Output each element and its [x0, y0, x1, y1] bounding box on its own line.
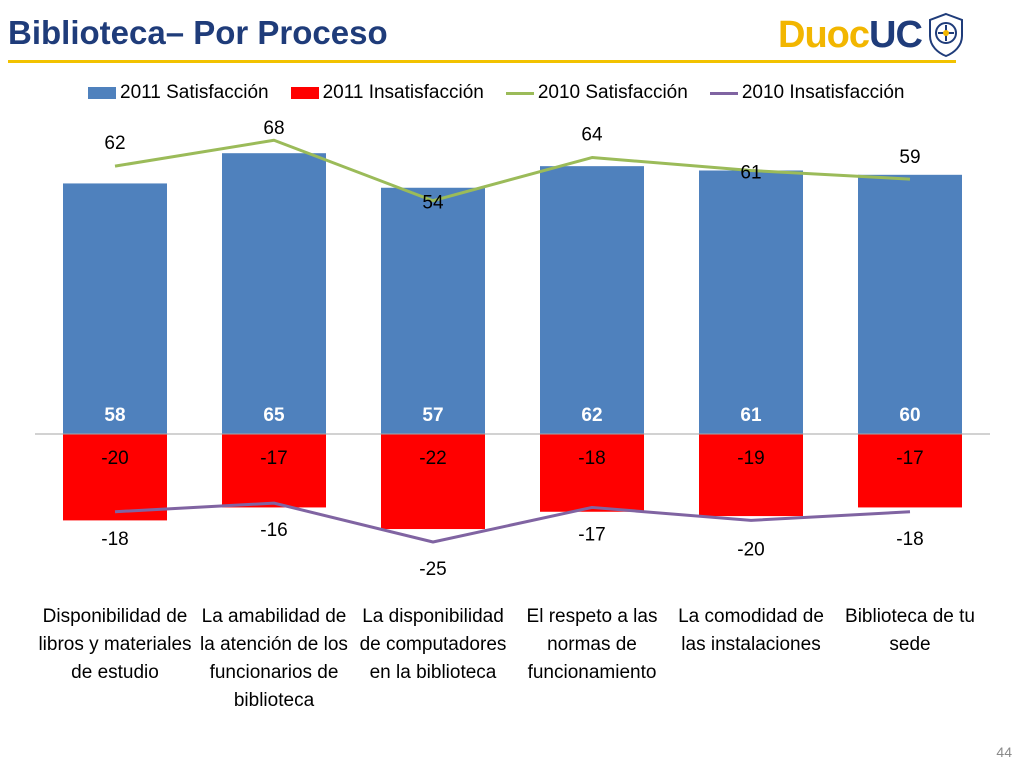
legend-label: 2011 Insatisfacción [322, 82, 484, 103]
category-label-3: La disponibilidad de computadores en la … [359, 606, 507, 683]
category-label-5: La comodidad de las instalaciones [678, 606, 824, 655]
legend-item-2010-insatisfaccion: 2010 Insatisfacción [709, 82, 905, 104]
title-underline [8, 60, 956, 63]
chart-legend: 2011 Satisfacción 2011 Insatisfacción 20… [88, 82, 905, 104]
line-2010-satisfaccion [114, 138, 911, 203]
legend-item-2010-satisfaccion: 2010 Satisfacción [505, 82, 688, 104]
bar-2011-satisfaccion-6 [858, 174, 962, 435]
data-label-2011-insatisfaccion: -22 [419, 448, 446, 469]
data-label-2011-satisfaccion: 57 [422, 405, 443, 426]
bar-2011-satisfaccion-4 [540, 166, 644, 434]
duoc-uc-logo: Duoc UC [778, 10, 966, 60]
bar-2011-insatisfaccion-2 [222, 434, 326, 508]
bar-2011-satisfaccion-1 [63, 183, 167, 434]
logo-uc-text: UC [869, 13, 923, 56]
data-label-2011-insatisfaccion: -17 [260, 448, 287, 469]
bar-2011-insatisfaccion-4 [540, 434, 644, 512]
legend-swatch-blue [88, 87, 116, 99]
data-label-2011-insatisfaccion: -20 [101, 448, 128, 469]
data-label-2010-satisfaccion: 59 [899, 147, 920, 168]
data-label-2011-insatisfaccion: -19 [737, 448, 764, 469]
data-label-2011-insatisfaccion: -17 [896, 448, 923, 469]
legend-label: 2010 Satisfacción [537, 82, 688, 103]
data-label-2011-satisfaccion: 58 [104, 405, 125, 426]
data-label-2010-satisfaccion: 62 [104, 133, 125, 154]
category-label-4: El respeto a las normas de funcionamient… [526, 606, 658, 683]
bar-2011-satisfaccion-2 [222, 153, 326, 434]
data-label-2010-satisfaccion: 64 [581, 125, 603, 146]
category-label-2: La amabilidad de la atención de los func… [200, 606, 348, 711]
data-label-2011-satisfaccion: 65 [263, 405, 285, 426]
slide-title: Biblioteca– Por Proceso [8, 14, 388, 51]
data-label-2011-satisfaccion: 60 [899, 405, 920, 426]
line-2010-insatisfaccion [114, 501, 911, 544]
data-label-2010-satisfaccion: 68 [263, 118, 284, 139]
legend-label: 2010 Insatisfacción [741, 82, 905, 103]
bar-2011-insatisfaccion-3 [381, 434, 485, 530]
data-label-2010-insatisfaccion: -18 [101, 529, 128, 550]
bar-2011-insatisfaccion-1 [63, 434, 167, 521]
legend-swatch-red [290, 87, 319, 99]
bar-2011-insatisfaccion-5 [699, 434, 803, 517]
logo-duoc-text: Duoc [778, 13, 870, 56]
data-label-2011-satisfaccion: 62 [581, 405, 602, 426]
data-label-2010-insatisfaccion: -25 [419, 559, 446, 580]
category-label-6: Biblioteca de tu sede [845, 606, 975, 655]
bar-2011-satisfaccion-3 [381, 187, 485, 434]
data-label-2010-insatisfaccion: -18 [896, 529, 923, 550]
data-label-2011-satisfaccion: 61 [740, 405, 762, 426]
legend-item-2011-satisfaccion: 2011 Satisfacción [88, 82, 269, 104]
legend-label: 2011 Satisfacción [120, 82, 269, 103]
data-label-2011-insatisfaccion: -18 [578, 448, 605, 469]
legend-swatch-purple-line [709, 91, 738, 95]
data-label-2010-satisfaccion: 61 [740, 162, 761, 183]
bar-2011-satisfaccion-5 [699, 170, 803, 435]
data-label-2010-satisfaccion: 54 [422, 193, 444, 214]
page-number: 44 [996, 744, 1012, 760]
legend-item-2011-insatisfaccion: 2011 Insatisfacción [290, 82, 484, 104]
legend-swatch-green-line [505, 91, 534, 95]
data-label-2010-insatisfaccion: -16 [260, 520, 287, 541]
bar-2011-insatisfaccion-6 [858, 434, 962, 508]
data-label-2010-insatisfaccion: -17 [578, 524, 605, 545]
university-seal-icon [928, 12, 963, 58]
data-label-2010-insatisfaccion: -20 [737, 539, 764, 560]
category-label-1: Disponibilidad de libros y materiales de… [38, 606, 192, 683]
